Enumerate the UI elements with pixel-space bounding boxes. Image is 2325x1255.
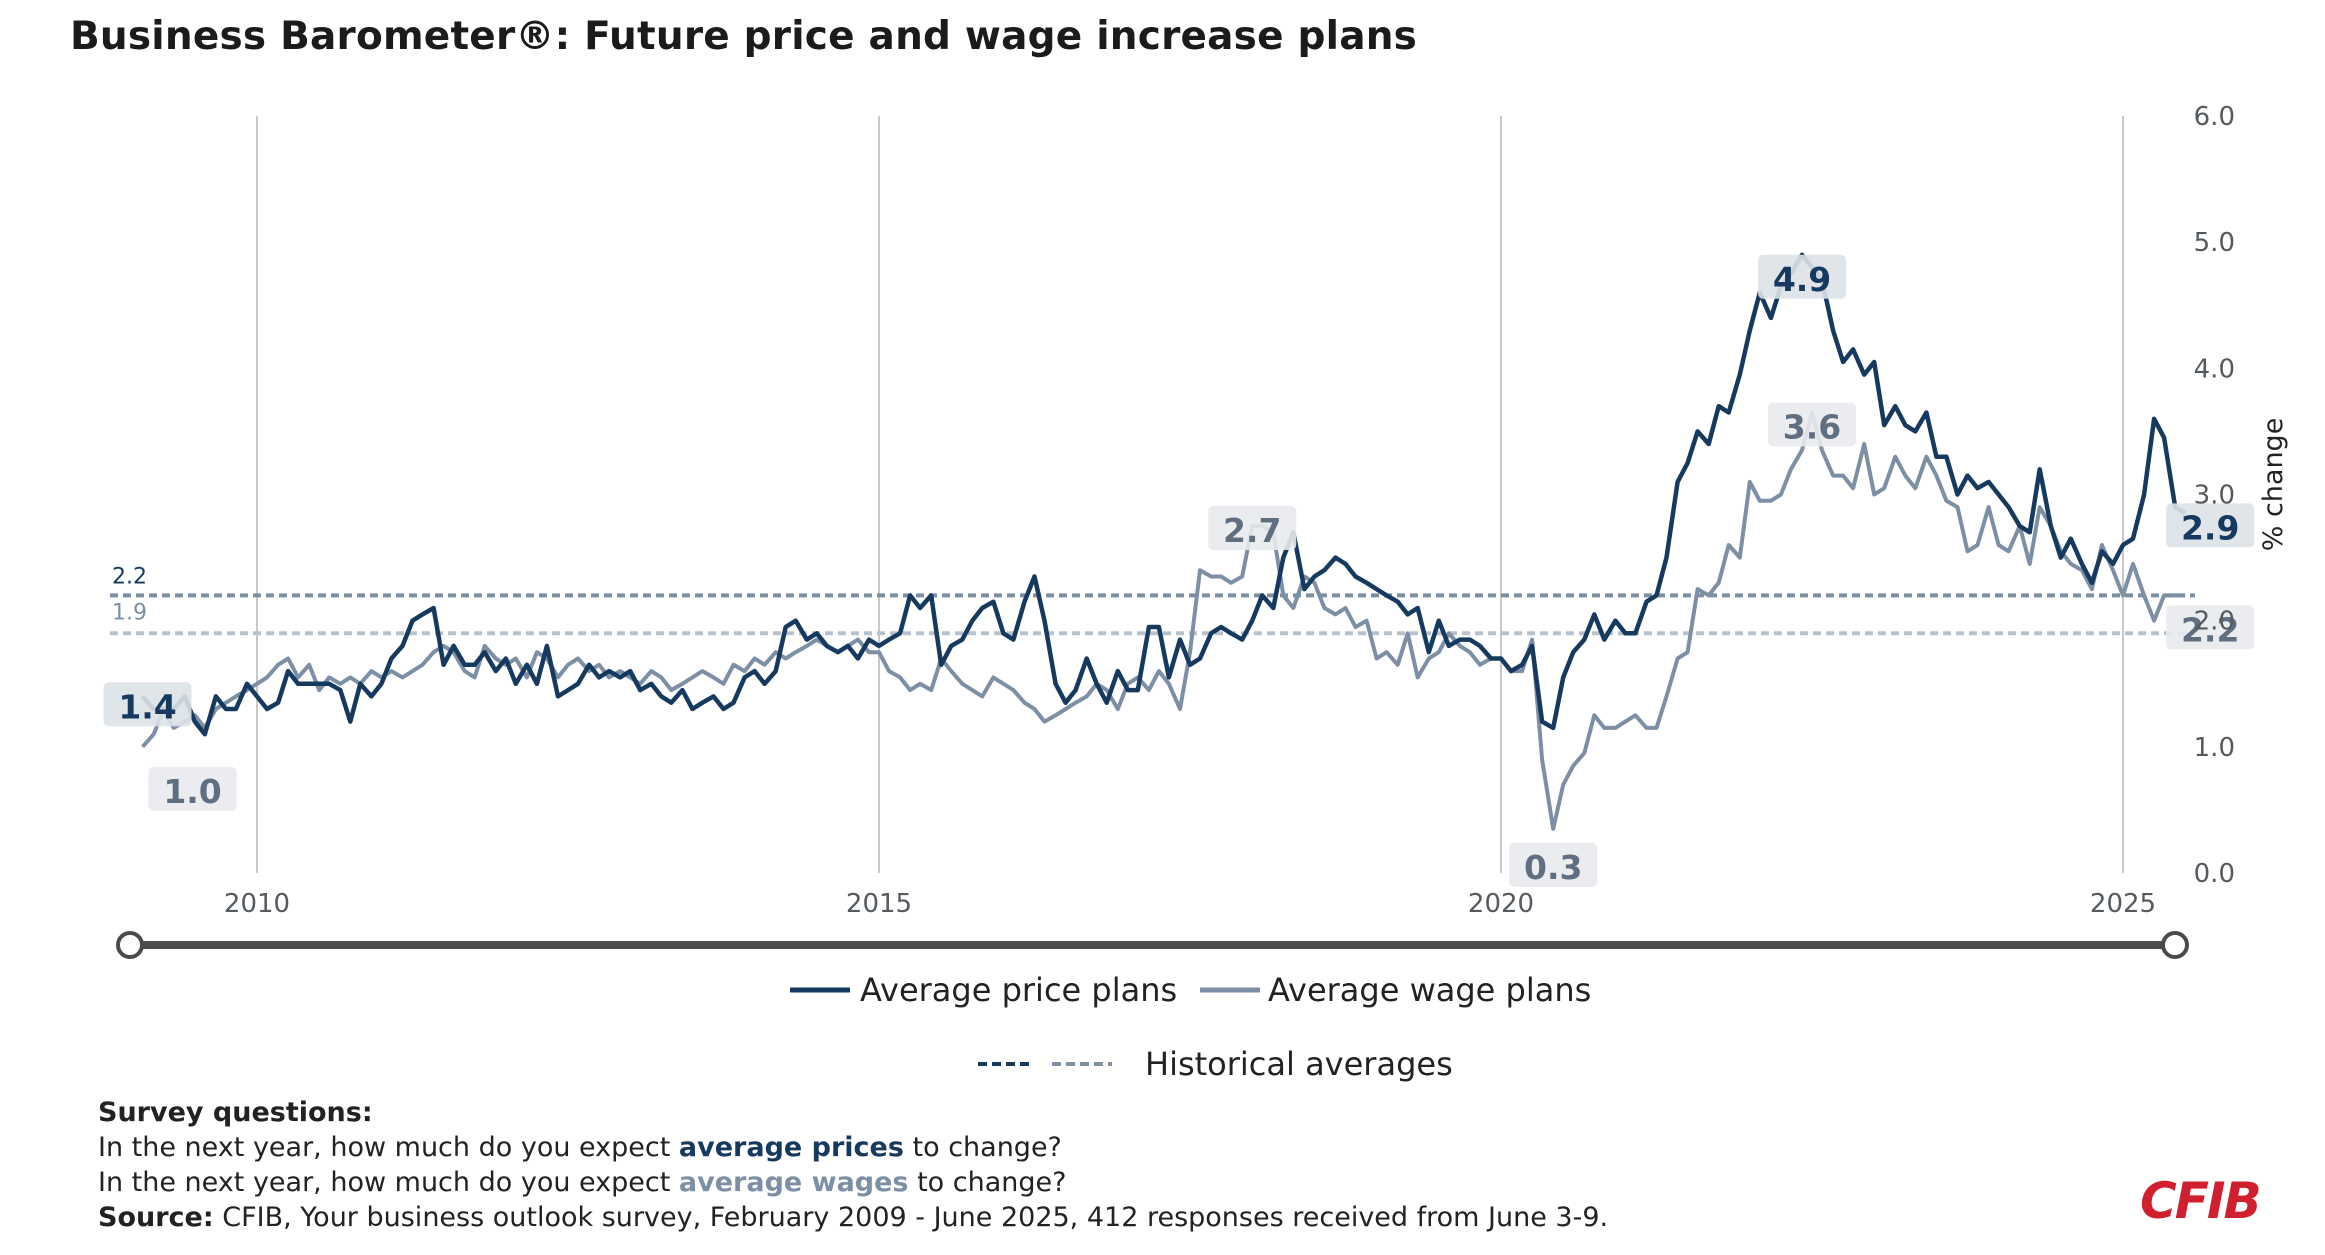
data-label: 0.3: [1509, 842, 1598, 887]
data-label-text: 2.9: [2181, 508, 2239, 547]
data-label-box: [2166, 605, 2255, 650]
cfib-logo: CFIB: [2140, 1172, 2262, 1230]
data-label: 2.2: [2166, 605, 2255, 650]
x-tick-label: 2025: [2090, 889, 2156, 919]
q1-highlight: average prices: [678, 1132, 904, 1163]
q2-suffix: to change?: [908, 1167, 1067, 1198]
data-label-text: 2.2: [2181, 610, 2239, 649]
range-slider-start-handle[interactable]: [116, 931, 144, 959]
legend-item-wage[interactable]: Average wage plans: [1200, 971, 1591, 1009]
data-label-box: [1768, 402, 1856, 447]
data-label-text: 2.7: [1223, 511, 1281, 550]
data-label: 1.0: [148, 766, 237, 811]
x-tick-label: 2010: [224, 889, 290, 919]
legend-label-wage: Average wage plans: [1268, 971, 1591, 1009]
y-tick-label: 3.0: [2194, 481, 2235, 511]
y-tick-label: 1.0: [2194, 733, 2235, 763]
notes-question-wages: In the next year, how much do you expect…: [98, 1165, 1608, 1200]
y-tick-label: 2.0: [2194, 607, 2235, 637]
source-text: CFIB, Your business outlook survey, Febr…: [213, 1202, 1609, 1233]
y-tick-label: 6.0: [2194, 102, 2235, 132]
data-label-text: 4.9: [1773, 260, 1831, 299]
data-label-text: 0.3: [1524, 848, 1582, 887]
notes-question-prices: In the next year, how much do you expect…: [98, 1130, 1608, 1165]
q1-suffix: to change?: [903, 1132, 1062, 1163]
data-label: 4.9: [1758, 254, 1847, 299]
range-slider-end-handle[interactable]: [2161, 931, 2189, 959]
data-label: 2.7: [1208, 506, 1297, 551]
data-label-text: 1.4: [118, 687, 176, 726]
chart-title: Business Barometer®: Future price and wa…: [70, 14, 1418, 59]
legend-item-historical[interactable]: Historical averages: [978, 1045, 1453, 1083]
y-axis-label: % change: [2258, 418, 2289, 552]
series-line-wage[interactable]: [141, 410, 2186, 831]
series-line-price[interactable]: [140, 252, 2187, 737]
y-tick-label: 4.0: [2194, 354, 2235, 384]
y-tick-label: 0.0: [2194, 859, 2235, 889]
legend-label-price: Average price plans: [860, 971, 1177, 1009]
data-label-text: 1.0: [163, 772, 221, 811]
x-tick-label: 2020: [1468, 889, 1534, 919]
data-label-box: [1208, 506, 1297, 551]
data-label-box: [1509, 842, 1598, 887]
legend-label-historical: Historical averages: [1145, 1045, 1453, 1083]
data-label: 3.6: [1768, 402, 1856, 447]
survey-notes: Survey questions: In the next year, how …: [98, 1095, 1608, 1235]
data-label: 2.9: [2166, 503, 2255, 548]
q2-prefix: In the next year, how much do you expect: [98, 1167, 679, 1198]
notes-source: Source: CFIB, Your business outlook surv…: [98, 1200, 1608, 1235]
notes-heading: Survey questions:: [98, 1097, 373, 1128]
x-tick-label: 2015: [846, 889, 912, 919]
data-label-text: 3.6: [1783, 407, 1841, 446]
historical-average-wage-label: 1.9: [112, 600, 147, 625]
q1-prefix: In the next year, how much do you expect: [98, 1132, 679, 1163]
y-tick-label: 5.0: [2194, 228, 2235, 258]
data-label: 1.4: [103, 682, 192, 727]
source-label: Source:: [98, 1202, 214, 1233]
data-label-box: [2166, 503, 2255, 548]
legend-item-price[interactable]: Average price plans: [790, 971, 1177, 1009]
data-label-box: [148, 766, 237, 811]
q2-highlight: average wages: [678, 1167, 909, 1198]
data-label-box: [1758, 254, 1847, 299]
data-label-box: [103, 682, 192, 727]
historical-average-price-label: 2.2: [112, 564, 147, 589]
